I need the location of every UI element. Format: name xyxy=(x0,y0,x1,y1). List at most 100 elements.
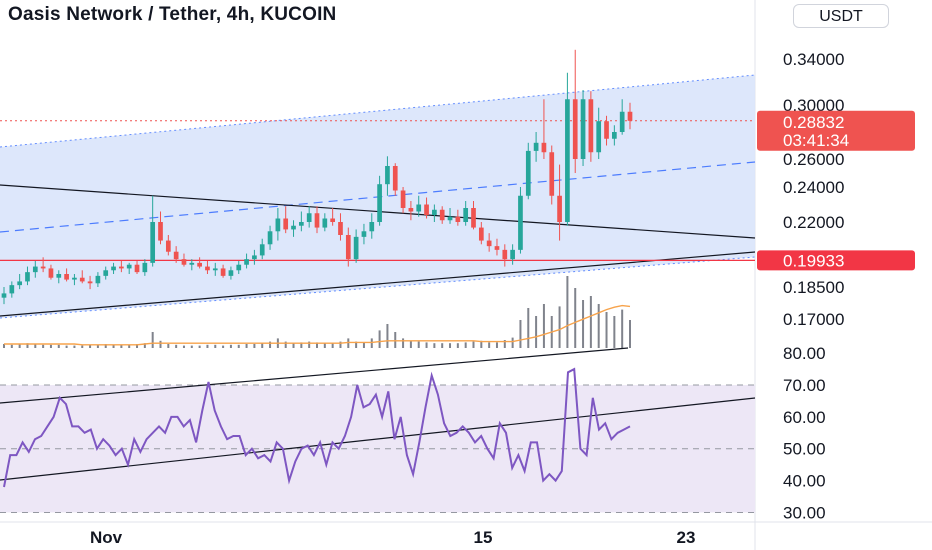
candle-up xyxy=(580,90,586,166)
candle-body xyxy=(244,259,249,265)
volume-bar xyxy=(535,316,538,348)
candle-down xyxy=(400,187,406,214)
candle-up xyxy=(565,72,570,226)
candle-body xyxy=(377,184,382,222)
channel-lower-line xyxy=(0,256,756,319)
candle-up xyxy=(189,259,195,271)
chart-title: Oasis Network / Tether, 4h, KUCOIN xyxy=(8,4,337,25)
candle-body xyxy=(9,285,15,294)
volume-bar xyxy=(112,344,115,348)
candle-body xyxy=(510,249,515,260)
candle-up xyxy=(111,262,116,274)
volume-bar xyxy=(402,338,405,348)
candle-down xyxy=(283,206,289,234)
candle-down xyxy=(627,102,633,130)
volume-bar xyxy=(417,341,420,348)
volume-bar xyxy=(605,312,608,348)
candle-up xyxy=(275,208,281,241)
volume-bar xyxy=(261,343,264,348)
candle-up xyxy=(306,206,312,228)
price-axis: 0.34000 0.30000 0.26000 0.24000 0.22000 0.185… xyxy=(90,50,915,547)
candle-down xyxy=(541,99,547,159)
candle-body xyxy=(165,240,171,252)
price-tick-label: 0.17000 xyxy=(783,310,844,329)
candle-up xyxy=(447,208,453,224)
volume-bar xyxy=(472,341,475,348)
candle-down xyxy=(408,201,414,221)
candle-up xyxy=(619,99,625,135)
candle-body xyxy=(64,274,69,280)
candle-up xyxy=(463,201,469,226)
candle-down xyxy=(604,115,609,146)
volume-bar xyxy=(81,345,84,348)
volume-bar xyxy=(503,340,506,348)
volume-bar xyxy=(284,341,287,348)
candle-up xyxy=(361,223,367,245)
candle-up xyxy=(612,125,617,146)
candle-up xyxy=(416,195,422,217)
candle-body xyxy=(79,277,85,282)
volume-bar xyxy=(96,344,99,348)
support-price-label: 0.19933 xyxy=(783,251,844,270)
candle-body xyxy=(447,216,453,221)
candle-body xyxy=(627,111,633,121)
volume-bar xyxy=(120,344,123,348)
volume-bar xyxy=(394,332,397,348)
countdown-label: 03:41:34 xyxy=(783,131,849,150)
candle-body xyxy=(486,240,492,247)
candle-body xyxy=(228,270,234,276)
volume-bar xyxy=(89,344,92,348)
volume-bar xyxy=(355,341,358,348)
candle-down xyxy=(392,163,398,196)
volume-bar xyxy=(237,344,240,348)
volume-bar xyxy=(128,344,131,348)
volume-bar xyxy=(143,343,146,348)
candle-up xyxy=(142,259,148,276)
candle-body xyxy=(95,275,101,284)
candle-body xyxy=(322,218,328,228)
candle-body xyxy=(385,166,390,185)
candle-body xyxy=(502,249,508,260)
candle-up xyxy=(291,220,296,237)
candle-body xyxy=(330,218,335,222)
candle-body xyxy=(40,266,46,269)
candle-down xyxy=(79,270,85,284)
candle-body xyxy=(220,268,226,276)
candle-down xyxy=(588,91,594,162)
candle-up xyxy=(103,266,109,280)
candle-up xyxy=(9,281,15,298)
candle-up xyxy=(322,213,328,232)
volume-bar xyxy=(253,344,256,348)
candle-body xyxy=(283,218,289,230)
volume-bar xyxy=(308,341,311,348)
candle-up xyxy=(432,204,437,222)
candle-body xyxy=(299,222,304,226)
currency-button[interactable]: USDT xyxy=(793,4,889,28)
volume-bar xyxy=(362,342,365,348)
rsi-tick-label: 40.00 xyxy=(783,472,826,491)
candle-up xyxy=(228,266,234,280)
rsi-tick-label: 60.00 xyxy=(783,408,826,427)
volume-bar xyxy=(582,300,585,348)
candle-body xyxy=(181,259,187,265)
candle-down xyxy=(173,246,179,263)
candle-body xyxy=(142,262,148,273)
rsi-pane xyxy=(0,347,756,513)
candle-up xyxy=(72,274,77,286)
volume-bar xyxy=(245,344,248,348)
volume-bar xyxy=(480,340,483,348)
candle-body xyxy=(557,195,562,222)
candle-body xyxy=(525,150,531,196)
candle-up xyxy=(353,229,359,263)
candle-up xyxy=(596,107,602,159)
candle-body xyxy=(1,293,7,298)
price-tick-label: 0.30000 xyxy=(783,96,844,115)
candle-down xyxy=(572,49,578,173)
candle-body xyxy=(87,281,93,284)
volume-bar xyxy=(409,340,412,348)
candle-body xyxy=(252,255,257,260)
volume-bar xyxy=(331,343,334,348)
volume-bar xyxy=(206,344,209,348)
candle-body xyxy=(565,99,570,222)
